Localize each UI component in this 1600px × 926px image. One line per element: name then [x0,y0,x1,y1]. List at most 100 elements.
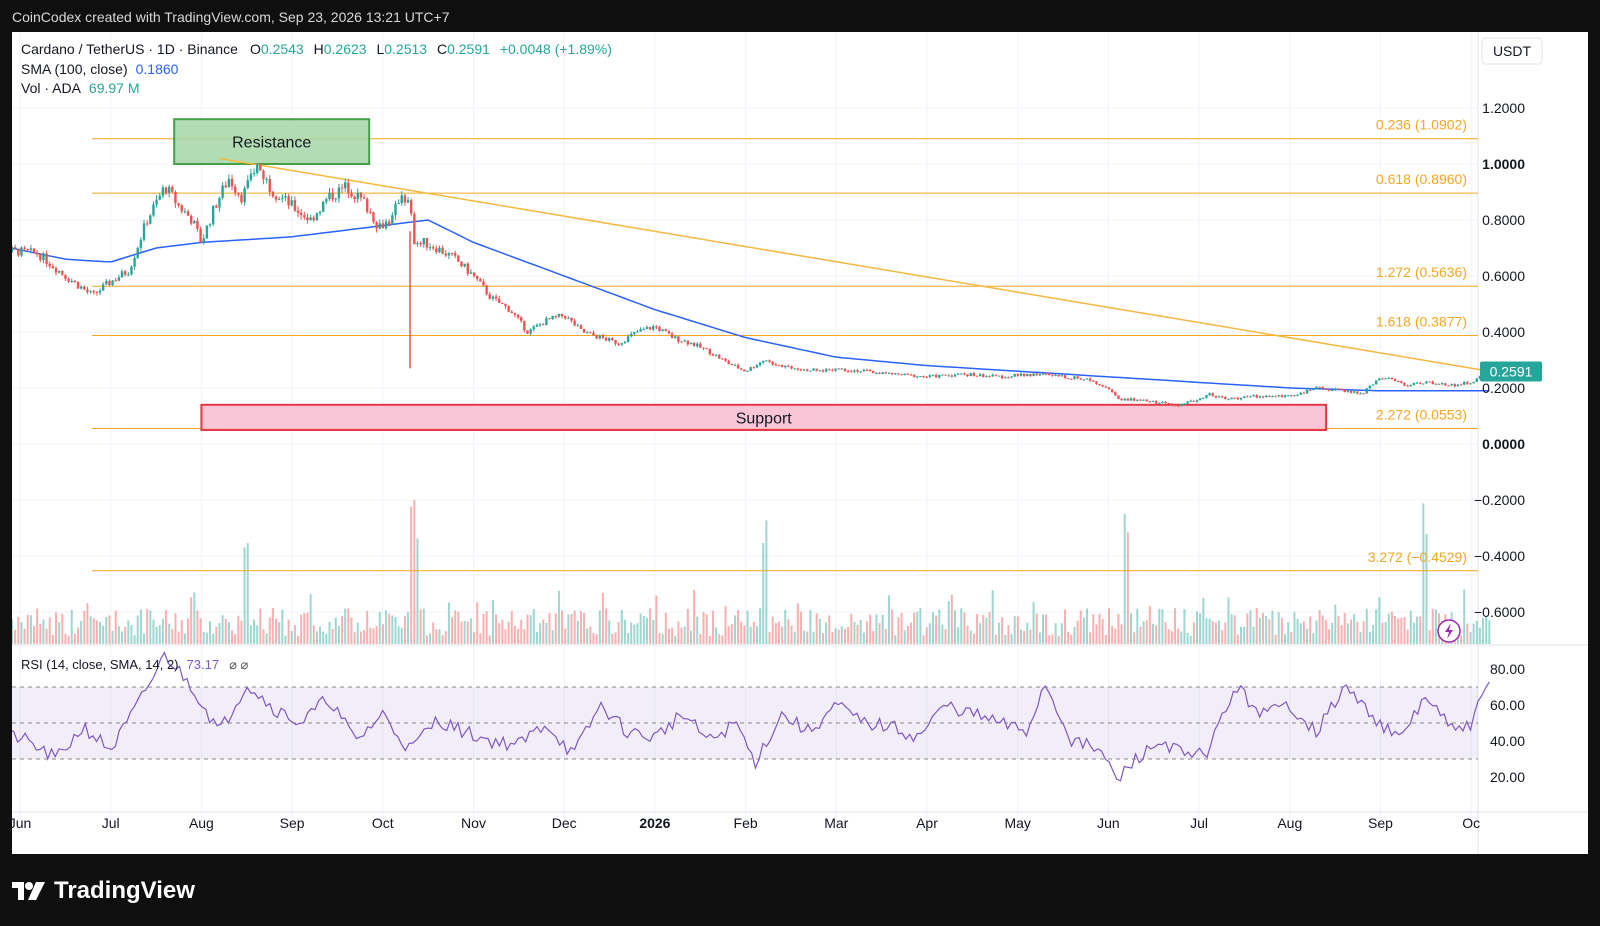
volume-bar [1221,630,1224,644]
volume-bar [1255,608,1258,644]
volume-bar [284,635,287,644]
candle-body [498,298,501,304]
candle-body [375,222,378,229]
volume-bar [997,622,1000,644]
volume-bar [1240,626,1243,644]
candle-body [1233,397,1236,399]
volume-bar [994,634,997,644]
candle-body [1167,402,1170,404]
volume-bar [1387,613,1390,644]
candle-body [821,370,825,372]
volume-bar [482,613,485,644]
currency-button[interactable] [1481,37,1543,65]
candle-body [1299,392,1302,395]
candle-body [1092,380,1095,382]
volume-bar [806,631,809,644]
volume-bar [328,621,331,644]
candle-body [202,238,205,243]
volume-bar [1060,623,1063,644]
volume-bar [174,613,177,644]
x-tick-label: Feb [734,815,758,831]
candle-body [1220,396,1224,398]
volume-bar [1340,625,1343,644]
candle-body [765,360,768,362]
volume-bar [705,614,708,644]
volume-bar [787,619,790,644]
chart-panel[interactable]: 0.236 (1.0902) 0.618 (0.8960) 1.272 (0.563… [0,32,1588,854]
volume-bar [187,618,190,644]
volume-bar [740,621,743,644]
volume-bar [759,608,762,644]
candle-body [45,253,48,264]
candle-body [378,223,381,229]
candle-body [1258,396,1262,398]
candle-body [1337,388,1340,390]
volume-bar [1296,619,1299,644]
volume-bar [548,613,551,644]
volume-bar [1070,634,1073,644]
sma-line [0,219,1490,392]
volume-bar [438,629,441,644]
candle-body [1334,388,1337,391]
volume-bar [561,610,564,644]
candle-body [1431,381,1434,385]
volume-bar [1315,620,1318,644]
volume-bar [777,621,780,644]
candle-body [862,369,866,372]
volume-bar [919,608,922,644]
volume-bar [1001,617,1004,644]
candle-body [1330,390,1334,392]
candle-body [818,370,822,372]
price-chart[interactable]: 0.236 (1.0902) 0.618 (0.8960) 1.272 (0.563… [0,32,1588,854]
candle-body [167,186,171,194]
volume-bar [165,610,168,644]
candle-body [1161,401,1164,404]
candle-body [1255,395,1258,398]
volume-bar [1007,625,1010,644]
lightning-icon[interactable] [1437,619,1461,643]
volume-bar [1346,623,1349,644]
volume-bar [425,635,428,644]
tradingview-logo[interactable]: TradingView [12,877,195,905]
candle-body [1459,384,1463,386]
currency-label: USDT [1493,43,1532,59]
volume-bar [58,622,61,644]
volume-bar [1183,609,1186,644]
candle-body [1186,401,1189,404]
volume-bar [1145,620,1148,644]
candle-body [1145,399,1148,402]
volume-bar [1419,616,1422,644]
candle-body [947,375,950,377]
volume-bar [1280,617,1283,644]
candle-body [224,185,227,188]
volume-bar [1271,610,1274,644]
volume-bar [966,625,969,644]
candle-body [265,178,268,180]
candle-body [67,278,70,282]
volume-bar [671,628,674,644]
candle-body [183,211,187,213]
volume-bar [539,622,542,644]
volume-bar [1302,621,1305,644]
candle-body [740,368,743,370]
volume-bar [152,619,155,644]
volume-bar [957,627,960,644]
volume-bar [297,635,300,644]
volume-bar [498,623,501,644]
volume-bar [243,547,246,644]
volume-bar [1403,617,1406,644]
candle-body [1387,377,1390,379]
volume-bar [1482,617,1485,644]
candle-body [1132,398,1136,401]
volume-bar [686,608,689,644]
candle-body [1434,383,1438,385]
volume-bar [677,621,680,644]
volume-bar [1265,615,1268,644]
volume-bar [1469,631,1472,644]
volume-bar [1262,612,1265,644]
volume-bar [168,623,171,644]
candle-body [114,280,117,282]
candle-body [457,255,460,262]
price-tick-label: 0.4000 [1482,324,1525,340]
volume-bar [1114,628,1117,644]
